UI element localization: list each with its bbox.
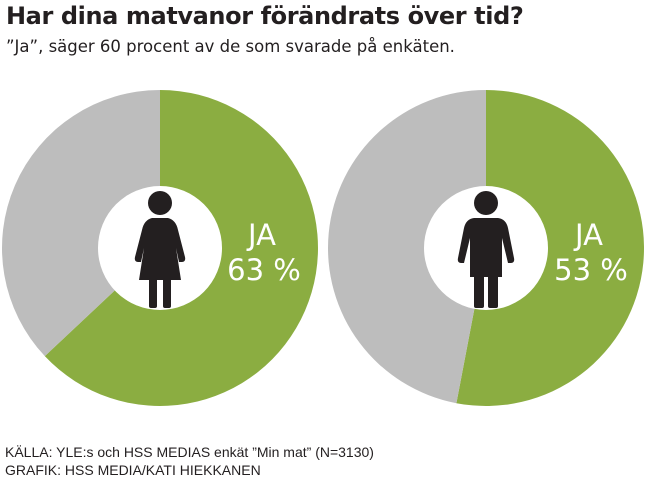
source-note: KÄLLA: YLE:s och HSS MEDIAS enkät ”Min m…	[5, 444, 374, 460]
donut-chart-men: JA 53 %	[328, 90, 645, 406]
donut-chart-women: JA 63 %	[1, 90, 318, 406]
slice-rest-men	[328, 90, 486, 404]
slice-label-men: JA	[573, 218, 603, 252]
slice-rest-women	[1, 90, 161, 357]
slice-value-women: 63 %	[227, 253, 301, 287]
slice-yes-men	[456, 90, 645, 406]
slice-value-men: 53 %	[554, 253, 628, 287]
credit-note: GRAFIK: HSS MEDIA/KATI HIEKKANEN	[5, 462, 261, 478]
slice-label-women: JA	[246, 218, 276, 252]
chart-title: Har dina matvanor förändrats över tid?	[6, 2, 524, 30]
man-icon	[457, 191, 515, 308]
chart-subtitle: ”Ja”, säger 60 procent av de som svarade…	[6, 37, 455, 56]
woman-icon	[134, 191, 186, 308]
